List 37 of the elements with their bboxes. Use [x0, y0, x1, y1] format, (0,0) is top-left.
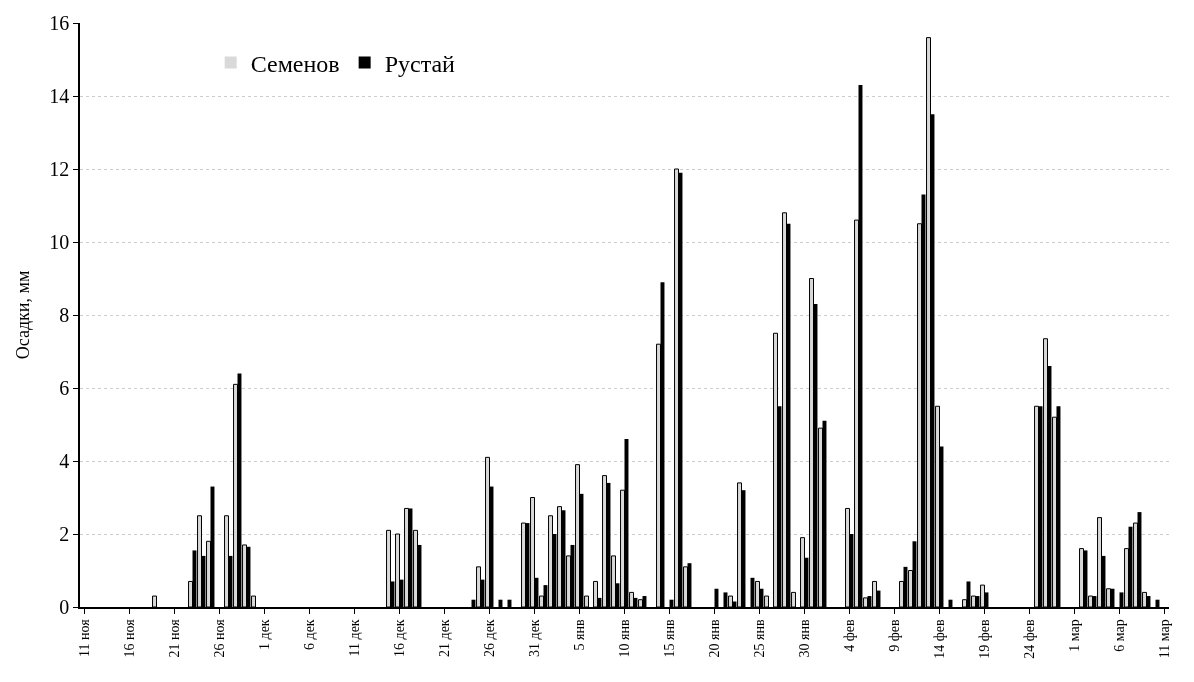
y-tick-label: 2 — [59, 523, 70, 545]
x-tick-label: 21 ноя — [167, 618, 183, 658]
y-tick-label: 4 — [59, 450, 70, 472]
x-tick-label: 25 янв — [752, 618, 768, 658]
x-tick-label: 21 дек — [437, 619, 453, 657]
y-tick-label: 0 — [59, 596, 70, 618]
x-tick-label: 24 фев — [1022, 618, 1038, 659]
legend-label: Семенов — [250, 50, 340, 77]
x-tick-label: 11 ноя — [77, 618, 93, 658]
y-axis-title: Осадки, мм — [12, 270, 33, 360]
x-tick-label: 16 ноя — [122, 618, 138, 658]
x-tick-label: 1 дек — [257, 619, 273, 650]
x-tick-label: 5 янв — [572, 618, 588, 651]
y-tick-label: 14 — [49, 85, 70, 107]
y-tick-label: 6 — [59, 377, 70, 399]
x-tick-label: 1 мар — [1067, 619, 1083, 652]
x-tick-label: 15 янв — [662, 618, 678, 658]
x-tick-label: 6 дек — [302, 619, 318, 650]
x-tick-label: 14 фев — [932, 618, 948, 659]
x-tick-label: 11 дек — [347, 619, 363, 657]
legend-label: Рустай — [384, 50, 456, 77]
x-tick-label: 9 фев — [887, 618, 903, 652]
x-tick-label: 20 янв — [707, 618, 723, 658]
y-tick-label: 10 — [49, 231, 70, 253]
x-tick-label: 26 дек — [482, 619, 498, 657]
y-tick-label: 16 — [49, 12, 70, 34]
x-tick-label: 16 дек — [392, 619, 408, 657]
x-tick-label: 26 ноя — [212, 618, 228, 658]
x-tick-label: 6 мар — [1112, 619, 1128, 652]
x-tick-label: 19 фев — [977, 618, 993, 659]
y-tick-label: 8 — [59, 304, 70, 326]
x-tick-label: 10 янв — [617, 618, 633, 658]
x-tick-label: 31 дек — [527, 619, 543, 657]
x-tick-label: 30 янв — [797, 618, 813, 658]
x-tick-label: 11 мар — [1157, 619, 1173, 659]
y-tick-label: 12 — [49, 158, 70, 180]
x-tick-label: 4 фев — [842, 618, 858, 652]
